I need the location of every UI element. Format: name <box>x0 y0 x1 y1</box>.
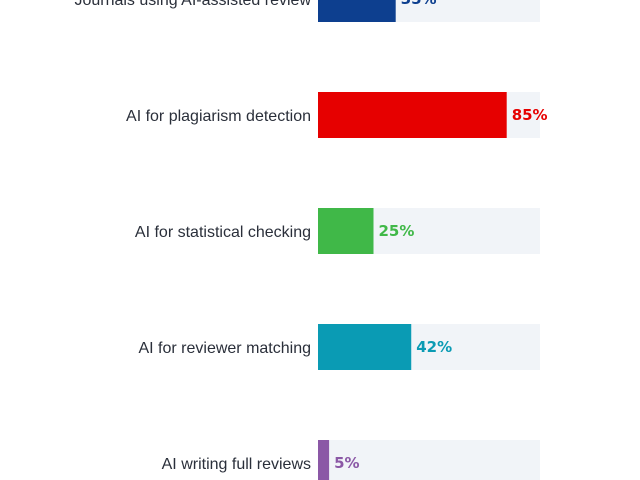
category-label: AI for plagiarism detection <box>126 108 311 125</box>
category-label: AI for statistical checking <box>135 224 311 241</box>
value-label: 85% <box>512 106 548 124</box>
value-label: 5% <box>334 454 359 472</box>
bar <box>318 92 507 138</box>
bar <box>318 440 330 480</box>
bar <box>318 324 412 370</box>
bar-track <box>318 440 540 480</box>
value-label: 25% <box>379 222 415 240</box>
value-label: 42% <box>416 338 452 356</box>
category-label: AI writing full reviews <box>162 456 311 473</box>
category-label: AI for reviewer matching <box>138 340 311 357</box>
value-label: 35% <box>401 0 437 8</box>
bar <box>318 0 396 22</box>
bar <box>318 208 374 254</box>
category-label: Journals using AI-assisted review <box>74 0 311 9</box>
